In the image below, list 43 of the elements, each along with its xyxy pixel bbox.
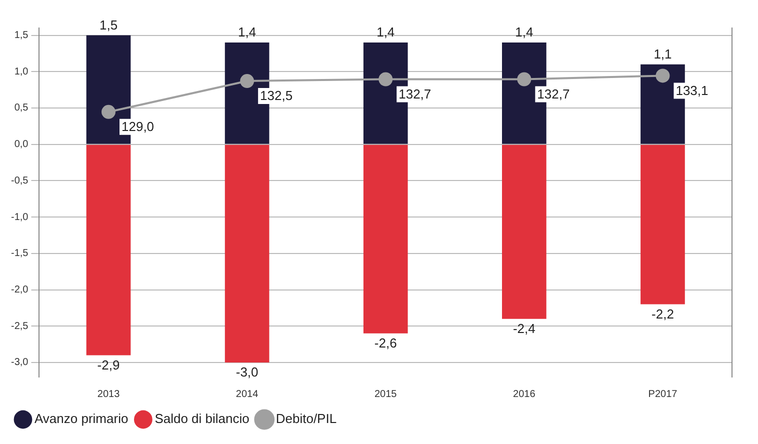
point: [517, 72, 532, 86]
point: [240, 74, 254, 88]
data-label: 1,4: [515, 24, 534, 40]
bar: [224, 144, 270, 362]
legend-label: Debito/PIL: [276, 411, 337, 426]
y-tick-label: -0,5: [10, 175, 29, 186]
point: [656, 68, 670, 83]
data-label: -2,9: [97, 357, 120, 372]
data-label: 1,1: [654, 46, 672, 62]
x-tick-label: 2016: [513, 388, 536, 400]
bar: [363, 144, 408, 334]
y-tick-label: -3,0: [10, 357, 29, 368]
data-label: 1,5: [99, 17, 118, 32]
x-tick-label: 2013: [97, 388, 120, 400]
y-tick-label: 0,0: [14, 139, 29, 150]
y-tick-label: -2,0: [10, 284, 29, 296]
point: [378, 72, 393, 86]
bar: [86, 144, 131, 356]
data-label: 1,4: [238, 24, 256, 40]
data-label: 133,1: [676, 82, 708, 98]
data-label: -2,4: [512, 320, 536, 336]
y-tick-label: -1,5: [10, 248, 29, 260]
data-label: 1,4: [376, 24, 395, 40]
data-label: -2,2: [652, 306, 674, 322]
data-label: 132,7: [398, 86, 432, 102]
data-label: 132,5: [260, 88, 293, 104]
data-label: 129,0: [122, 119, 154, 134]
point: [102, 104, 116, 119]
data-label: 132,7: [537, 86, 570, 102]
x-tick-label: 2014: [236, 388, 259, 400]
y-tick-label: 1,5: [14, 30, 29, 42]
y-tick-label: -1,0: [10, 212, 29, 223]
x-tick-label: 2015: [374, 388, 398, 400]
legend-label: Avanzo primario: [34, 411, 128, 426]
bar: [502, 144, 546, 319]
data-label: -3,0: [236, 364, 258, 380]
y-tick-label: 1,0: [14, 66, 29, 78]
y-tick-label: 0,5: [14, 102, 29, 114]
y-tick-label: -2,5: [10, 320, 29, 332]
legend-label: Saldo di bilancio: [154, 411, 250, 426]
x-tick-label: P2017: [648, 388, 678, 400]
bar: [640, 144, 685, 304]
data-label: -2,6: [374, 335, 397, 350]
